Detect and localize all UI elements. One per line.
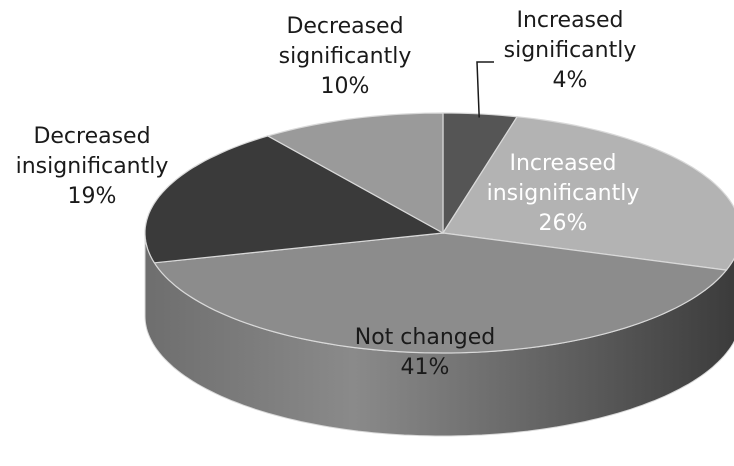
- pie-slice-1: [441, 116, 734, 271]
- slice-category-label: significantly: [279, 44, 412, 69]
- slice-category-label: insignificantly: [16, 154, 169, 179]
- slice-category-label: significantly: [504, 38, 637, 63]
- leader-line-increased-significantly: [476, 61, 494, 118]
- slice-category-label: Decreased: [286, 14, 403, 39]
- slice-percent-label: 10%: [321, 74, 370, 99]
- slice-percent-label: 4%: [553, 68, 588, 93]
- pie-slice-4: [266, 112, 444, 235]
- slice-category-label: Not changed: [355, 325, 495, 350]
- slice-category-label: insignificantly: [487, 181, 640, 206]
- slice-category-label: Decreased: [33, 124, 150, 149]
- slice-percent-label: 41%: [401, 355, 450, 380]
- pie-top-layer: [144, 112, 734, 354]
- slice-percent-label: 19%: [68, 184, 117, 209]
- slice-category-label: Increased: [516, 8, 623, 33]
- leader-lines: [476, 61, 494, 118]
- pie-slice-2: [153, 232, 728, 354]
- slice-percent-label: 26%: [539, 211, 588, 236]
- data-labels: Increased significantly 4% Increased insigni…: [16, 8, 640, 380]
- slice-category-label: Increased: [509, 151, 616, 176]
- pie-slice-3: [144, 135, 445, 264]
